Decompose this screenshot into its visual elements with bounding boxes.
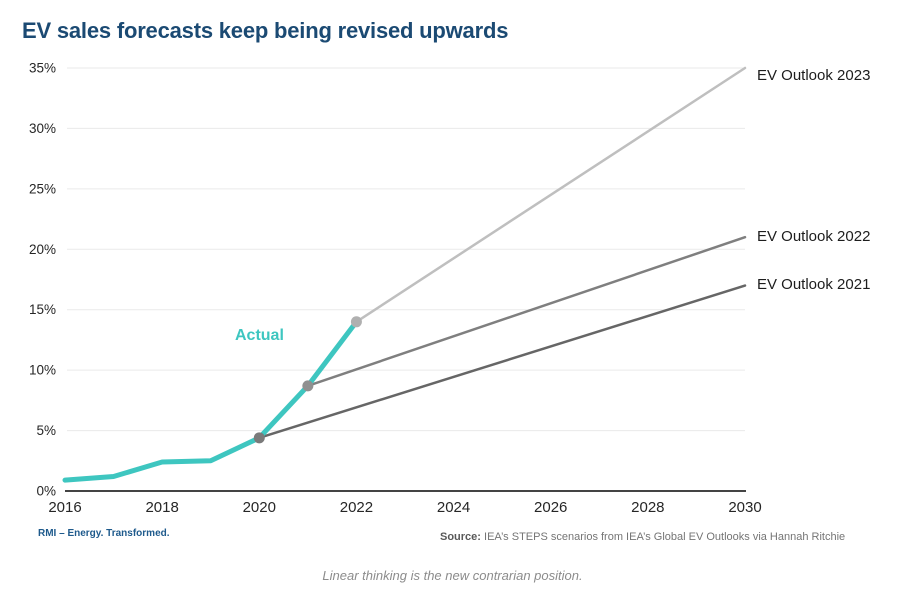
rmi-brand-text: RMI – Energy. Transformed. (38, 528, 170, 539)
chart-title: EV sales forecasts keep being revised up… (22, 18, 509, 43)
x-tick-label: 2030 (728, 499, 761, 516)
series-line-ev-outlook-2021 (258, 284, 747, 440)
source-label: Source: (440, 531, 481, 543)
series-label-ev-outlook-2023: EV Outlook 2023 (757, 67, 871, 84)
data-point-marker (253, 432, 265, 444)
series-line-actual (62, 319, 359, 483)
y-tick-label: 20% (29, 242, 56, 257)
series-line-ev-outlook-2022 (306, 235, 747, 388)
x-tick-label: 2026 (534, 499, 567, 516)
y-tick-label: 25% (29, 181, 56, 196)
bottom-caption: Linear thinking is the new contrarian po… (322, 568, 583, 583)
data-point-marker (350, 316, 362, 328)
y-tick-label: 30% (29, 121, 56, 136)
x-tick-label: 2028 (631, 499, 664, 516)
series-line-ev-outlook-2023 (355, 66, 747, 324)
x-tick-label: 2020 (243, 499, 276, 516)
y-tick-label: 15% (29, 302, 56, 317)
data-point-marker (302, 380, 314, 392)
x-tick-label: 2022 (340, 499, 373, 516)
x-tick-label: 2024 (437, 499, 470, 516)
y-tick-label: 0% (36, 484, 56, 499)
series-label-actual: Actual (235, 327, 284, 344)
y-tick-label: 10% (29, 363, 56, 378)
x-tick-label: 2018 (145, 499, 178, 516)
source-text: IEA’s STEPS scenarios from IEA’s Global … (480, 531, 846, 543)
x-tick-label: 2016 (48, 499, 81, 516)
y-tick-label: 5% (36, 423, 56, 438)
source-note: Source: IEA’s STEPS scenarios from IEA’s… (440, 531, 845, 543)
series-label-ev-outlook-2022: EV Outlook 2022 (757, 228, 871, 245)
y-tick-label: 35% (29, 61, 56, 76)
series-label-ev-outlook-2021: EV Outlook 2021 (757, 276, 871, 293)
chart-canvas: 0% 5% 10% 15% 20% 25% 30% 35% 2016 2018 2020 2022 20… (29, 61, 762, 517)
